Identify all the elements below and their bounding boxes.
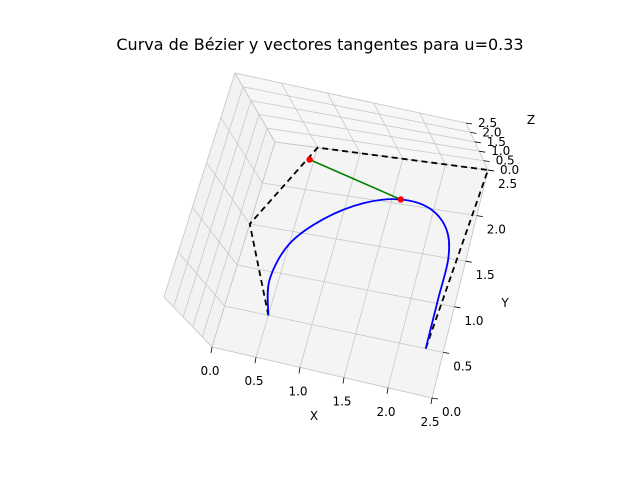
floor-grid-line [262,182,477,216]
left-pane-grid-line [192,114,260,328]
y-tick-label: 2.0 [487,223,506,237]
z-tick-label: 1.5 [487,135,506,149]
y-tick-mark [476,215,483,217]
y-tick-label: 1.0 [464,314,483,328]
y-tick-mark [454,306,461,309]
z-tick-label: 0.0 [500,163,519,177]
z-tick-label: 2.5 [478,116,497,130]
floor-grid-line [299,153,361,368]
x-tick-label: 0.0 [200,364,219,378]
x-axis-label: X [310,409,318,423]
left-pane-grid-line [211,141,276,348]
floor-grid-line [211,346,433,399]
y-tick-mark [443,352,450,354]
z-tick-label: 0.5 [496,154,515,168]
y-tick-label: 1.5 [476,268,495,282]
x-tick-mark [298,367,301,374]
back-pane-grid-line [419,112,446,165]
left-pane-grid-line [173,86,244,308]
x-tick-mark [210,346,213,354]
left-pane-grid-line [192,207,238,266]
plot-marks [248,146,490,349]
x-tick-label: 1.5 [332,395,351,409]
y-tick-label: 0.0 [442,405,461,419]
y-tick-label: 2.5 [498,177,517,191]
z-tick-mark [479,150,486,153]
x-tick-label: 1.0 [288,384,307,398]
control-polygon-line [248,146,490,349]
x-tick-mark [342,377,345,384]
chart-title: Curva de Bézier y vectores tangentes par… [116,35,523,54]
left-pane-grid-line [206,162,251,225]
x-tick-label: 2.0 [376,405,395,419]
red-point-marker [397,196,404,203]
back-pane-grid-line [250,100,475,143]
floor-grid-line [224,305,444,353]
y-tick-mark [465,260,472,263]
tangent-vector-line [309,158,402,201]
x-tick-mark [386,387,389,394]
floor-grid-line [255,147,318,358]
back-pane-grid-line [258,114,480,152]
x-tick-label: 2.5 [420,415,439,429]
floor-grid-line [249,223,466,262]
back-pane-grid-line [280,82,318,148]
back-pane-grid-line [234,72,276,143]
x-tick-label: 0.5 [244,374,263,388]
z-tick-mark [483,160,490,162]
left-pane-grid-line [163,72,236,298]
back-pane-grid-line [327,92,361,154]
back-pane-grid-line [373,102,404,159]
back-pane-grid-line [266,127,484,161]
y-tick-label: 0.5 [453,359,472,373]
floor-grid-line [237,264,455,308]
left-pane-grid-line [177,251,225,307]
floor-grid-line [387,164,446,388]
left-pane-grid-line [163,296,213,348]
x-tick-labels: 0.0 0.5 1.0 1.5 2.0 2.5 [200,364,439,429]
z-tick-label: 1.0 [491,144,510,158]
left-pane-grid-line [182,100,252,318]
panes [163,72,489,399]
axis-ticks [210,122,495,405]
y-tick-labels: 0.0 0.5 1.0 1.5 2.0 2.5 [442,177,517,419]
back-pane-grid-line [242,86,471,133]
z-tick-label: 2.0 [482,125,501,139]
y-axis-label: Y [500,296,509,310]
left-pane-grid-line [220,117,263,184]
back-pane-grid-line [234,72,467,124]
z-tick-mark [465,122,473,125]
z-tick-mark [470,132,477,134]
z-tick-mark [474,141,481,144]
red-point-marker [306,156,313,163]
z-axis-label: Z [527,113,535,127]
back-pane-grid-line [465,122,489,171]
z-tick-labels: 0.0 0.5 1.0 1.5 2.0 2.5 [478,116,519,177]
y-tick-mark [487,169,495,172]
y-tick-mark [431,397,439,400]
left-pane-grid-line [202,128,268,338]
x-tick-mark [254,357,257,364]
x-tick-mark [430,397,433,405]
floor-grid-line [431,169,489,399]
